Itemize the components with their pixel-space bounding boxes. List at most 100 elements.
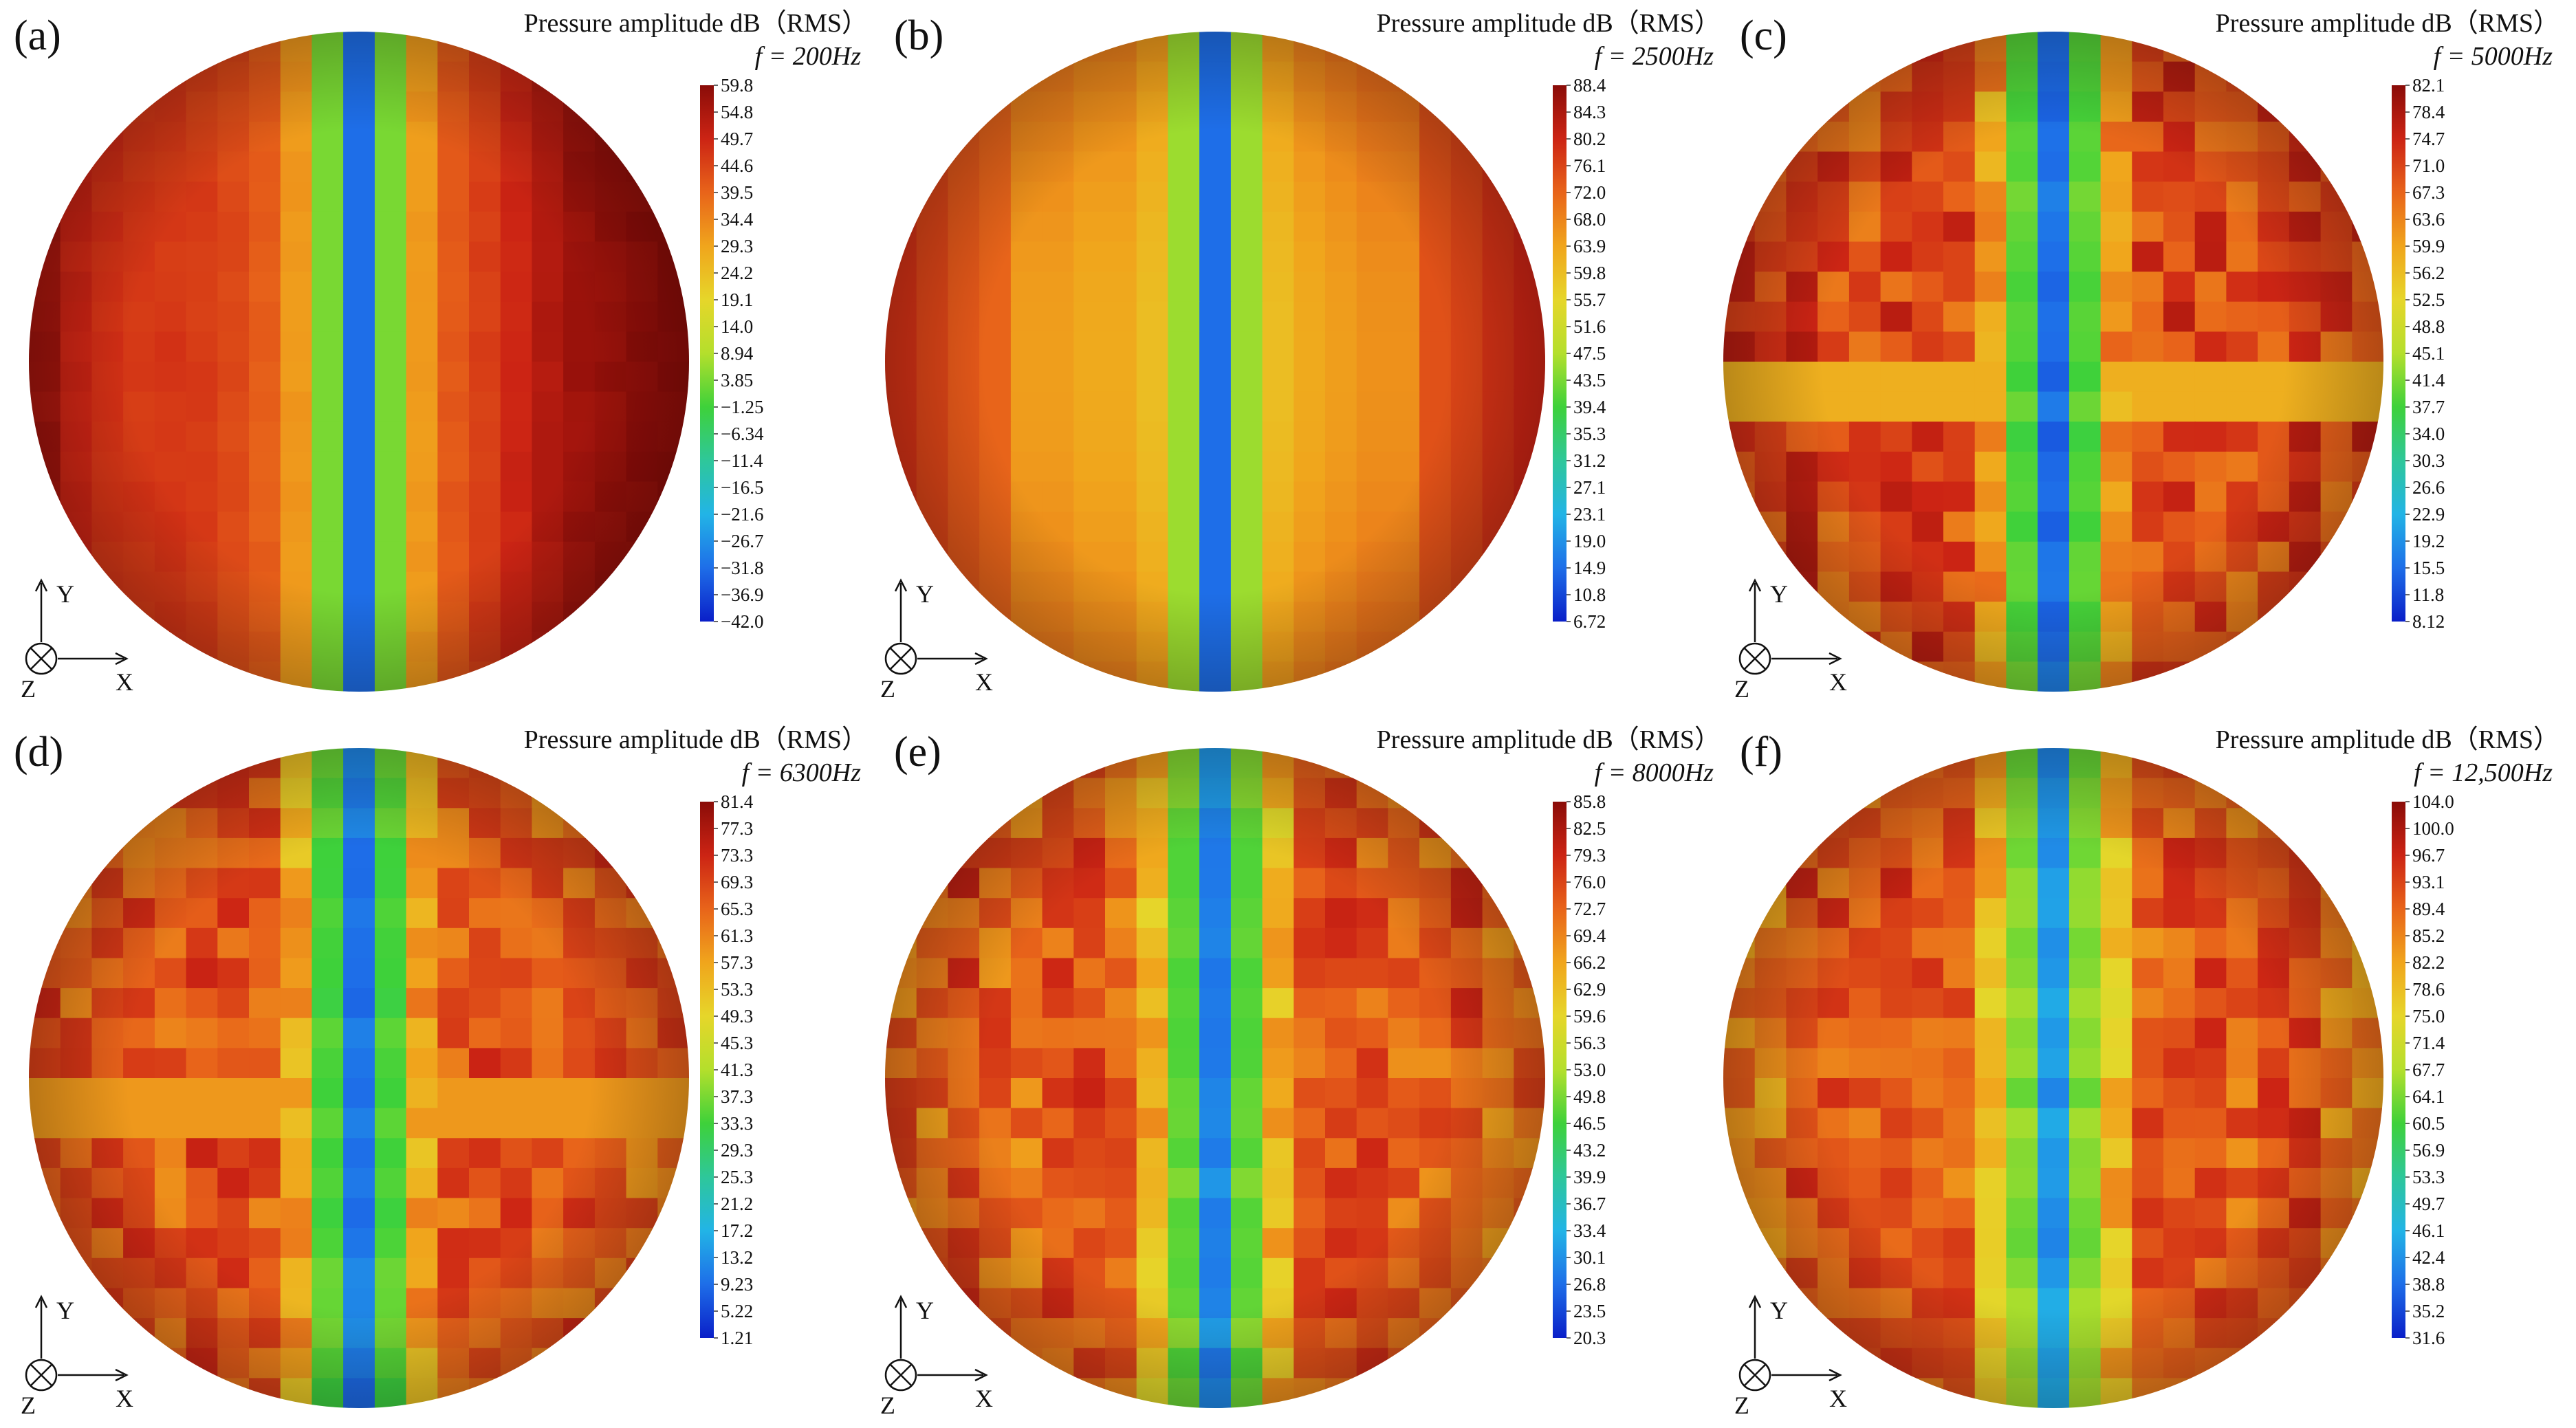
colorbar-tick-label: 23.1 [1573,504,1606,525]
colorbar-tick-label: 85.8 [1573,791,1606,812]
colorbar-tick-label: 76.1 [1573,155,1606,176]
frequency-label-f: f = 12,500Hz [2414,758,2553,787]
colorbar-tick-label: 78.6 [2412,979,2445,1000]
colorbar-title-b: Pressure amplitude dB（RMS） [1377,9,1721,38]
y-axis-label: Y [56,580,74,608]
panel-e: (e) Pressure amplitude dB（RMS） f = 8000Hz 8… [880,725,1721,1419]
sphere-shading-c [1723,32,2383,692]
panel-label-c: (c) [1740,12,1787,59]
colorbar-tick-label: 46.1 [2412,1220,2445,1241]
axis-triad-d: Y X Z [21,1295,133,1419]
panel-d: (d) Pressure amplitude dB（RMS） f = 6300Hz 8… [14,725,868,1419]
colorbar-d [700,802,714,1338]
frequency-label-d: f = 6300Hz [742,758,862,787]
colorbar-tick-label: 42.4 [2412,1247,2445,1268]
sphere-shading-b [885,32,1545,692]
colorbar-tick-label: 53.3 [2412,1167,2445,1187]
panel-label-d: (d) [14,729,63,776]
colorbar-tick-label: 72.7 [1573,899,1606,919]
colorbar-tick-label: 47.5 [1573,343,1606,364]
colorbar-tick-label: 67.3 [2412,182,2445,203]
colorbar-tick-label: 33.3 [721,1113,753,1134]
colorbar-tick-label: 31.6 [2412,1328,2445,1348]
colorbar-tick-label: 48.8 [2412,316,2445,337]
colorbar-tick-label: 3.85 [721,370,753,391]
colorbar-tick-label: −36.9 [721,584,763,605]
panel-b: (b) Pressure amplitude dB（RMS） f = 2500Hz 8… [880,9,1721,703]
colorbar-tick-label: 60.5 [2412,1113,2445,1134]
frequency-label-a: f = 200Hz [755,42,862,71]
sphere-shading-d [29,748,689,1408]
colorbar-title-a: Pressure amplitude dB（RMS） [524,9,868,38]
z-axis-into-page-icon [25,1359,58,1392]
y-arrowhead-icon [894,1295,908,1308]
x-arrowhead-icon [1829,652,1842,666]
colorbar-tick-label: 17.2 [721,1220,753,1241]
z-axis-label: Z [1734,1392,1749,1419]
colorbar-tick-label: 21.2 [721,1194,753,1214]
colorbar-tick-label: 49.8 [1573,1086,1606,1107]
colorbar-tick-label: −16.5 [721,477,763,498]
y-axis-label: Y [916,1297,934,1324]
colorbar-tick-label: 61.3 [721,925,753,946]
x-arrowhead-icon [115,652,129,666]
colorbar-tick-label: 56.3 [1573,1033,1606,1053]
y-arrowhead-icon [34,1295,48,1308]
z-axis-into-page-icon [25,642,58,675]
colorbar-tick-label: −11.4 [721,450,763,471]
colorbar-tick-label: 49.7 [721,129,753,149]
colorbar-c [2392,85,2405,622]
colorbar-tick-label: 52.5 [2412,289,2445,310]
colorbar-tick-label: 13.2 [721,1247,753,1268]
colorbar-tick-label: 1.21 [721,1328,753,1348]
x-axis-label: X [116,668,133,696]
colorbar-tick-label: 72.0 [1573,182,1606,203]
colorbar-tick-label: 96.7 [2412,845,2445,866]
colorbar-tick-label: −21.6 [721,504,763,525]
colorbar-tick-label: 69.3 [721,872,753,892]
y-axis-label: Y [1770,1297,1788,1324]
colorbar-title-f: Pressure amplitude dB（RMS） [2216,725,2559,754]
colorbar-tick-label: 54.8 [721,102,753,122]
axis-triad-c: Y X Z [1734,578,1847,703]
z-axis-into-page-icon [1738,642,1771,675]
sphere-shading-a [29,32,689,692]
panel-label-e: (e) [894,729,941,776]
colorbar-tick-label: 59.8 [721,75,753,96]
x-axis-label: X [1829,668,1847,696]
y-axis-label: Y [1770,580,1788,608]
colorbar-tick-label: 76.0 [1573,872,1606,892]
z-axis-label: Z [21,675,36,703]
colorbar-tick-label: 22.9 [2412,504,2445,525]
colorbar-title-c: Pressure amplitude dB（RMS） [2216,9,2559,38]
colorbar-tick-label: 38.8 [2412,1274,2445,1295]
colorbar-tick-label: 51.6 [1573,316,1606,337]
colorbar-tick-label: 82.2 [2412,952,2445,973]
colorbar-tick-label: 64.1 [2412,1086,2445,1107]
y-arrowhead-icon [894,578,908,592]
colorbar-title-e: Pressure amplitude dB（RMS） [1377,725,1721,754]
frequency-label-c: f = 5000Hz [2434,42,2553,71]
z-axis-into-page-icon [1738,1359,1771,1392]
colorbar-tick-label: 23.5 [1573,1301,1606,1321]
colorbar-b [1553,85,1567,622]
colorbar-tick-label: 46.5 [1573,1113,1606,1134]
colorbar-tick-label: 84.3 [1573,102,1606,122]
x-axis-label: X [116,1385,133,1412]
colorbar-tick-label: 43.5 [1573,370,1606,391]
y-arrowhead-icon [34,578,48,592]
sphere-shading-f [1723,748,2383,1408]
x-axis-label: X [975,1385,993,1412]
z-axis-into-page-icon [884,642,917,675]
colorbar-f [2392,802,2405,1338]
colorbar-tick-label: 39.4 [1573,397,1606,417]
colorbar-tick-label: 8.12 [2412,611,2445,632]
axis-triad-e: Y X Z [880,1295,993,1419]
colorbar-tick-label: 82.5 [1573,818,1606,839]
colorbar-tick-label: −26.7 [721,531,763,551]
colorbar-tick-label: 93.1 [2412,872,2445,892]
colorbar-tick-label: 45.3 [721,1033,753,1053]
colorbar-tick-label: 59.6 [1573,1006,1606,1026]
colorbar-tick-label: 20.3 [1573,1328,1606,1348]
